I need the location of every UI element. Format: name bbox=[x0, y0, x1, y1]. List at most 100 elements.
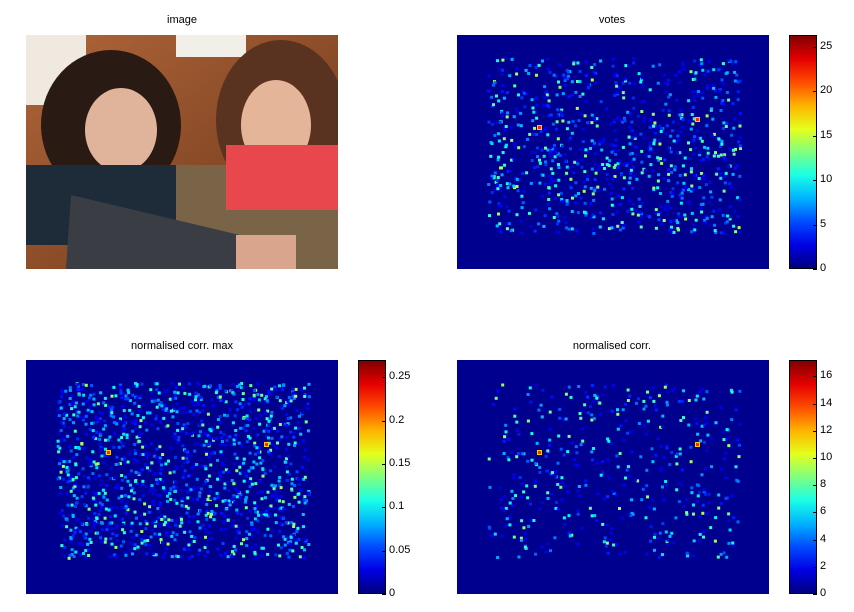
heatmap-cell bbox=[144, 520, 148, 523]
colorbar-tick-label: 10 bbox=[820, 173, 833, 185]
heatmap-cell bbox=[639, 132, 643, 136]
heatmap-cell bbox=[525, 484, 529, 488]
heatmap-cell bbox=[98, 437, 102, 441]
heatmap-cell bbox=[605, 156, 609, 160]
heatmap-cell bbox=[186, 490, 190, 494]
heatmap-cell bbox=[299, 432, 303, 436]
heatmap-cell bbox=[526, 419, 530, 423]
heatmap-cell bbox=[665, 444, 669, 448]
heatmap-cell bbox=[124, 506, 128, 510]
heatmap-cell bbox=[170, 555, 174, 559]
heatmap-cell bbox=[242, 538, 245, 542]
heatmap-cell bbox=[226, 518, 230, 522]
heatmap-cell bbox=[656, 537, 660, 540]
heatmap-cell bbox=[575, 106, 579, 110]
heatmap-cell bbox=[598, 140, 602, 144]
heatmap-cell bbox=[92, 491, 96, 495]
heatmap-cell bbox=[200, 419, 204, 423]
heatmap-cell bbox=[498, 222, 502, 226]
heatmap-cell bbox=[629, 171, 633, 175]
heatmap-cell bbox=[581, 427, 585, 431]
heatmap-cell bbox=[304, 420, 308, 424]
heatmap-cell bbox=[264, 401, 268, 404]
heatmap-cell bbox=[559, 110, 563, 114]
heatmap-cell bbox=[283, 537, 287, 541]
heatmap-cell bbox=[544, 126, 548, 130]
heatmap-cell bbox=[138, 409, 141, 413]
heatmap-cell bbox=[189, 488, 193, 492]
heatmap-cell bbox=[61, 514, 65, 518]
heatmap-cell bbox=[59, 470, 63, 474]
heatmap-cell bbox=[166, 499, 169, 503]
heatmap-cell bbox=[628, 152, 632, 156]
heatmap-cell bbox=[571, 196, 574, 200]
heatmap-cell bbox=[119, 544, 123, 548]
heatmap-cell bbox=[524, 68, 528, 72]
heatmap-cell bbox=[530, 98, 534, 102]
heatmap-cell bbox=[158, 532, 162, 536]
colorbar-tick-label: 14 bbox=[820, 397, 833, 409]
heatmap-cell bbox=[215, 386, 219, 390]
heatmap-cell bbox=[734, 147, 737, 151]
heatmap-cell bbox=[647, 155, 651, 158]
heatmap-cell bbox=[562, 417, 565, 421]
heatmap-cell bbox=[544, 146, 547, 150]
heatmap-cell bbox=[267, 423, 271, 427]
heatmap-cell bbox=[709, 526, 713, 530]
heatmap-cell bbox=[152, 502, 156, 506]
heatmap-cell bbox=[240, 470, 244, 474]
heatmap-cell bbox=[69, 449, 73, 453]
heatmap-cell bbox=[132, 384, 136, 388]
heatmap-cell bbox=[275, 395, 279, 399]
heatmap-cell bbox=[550, 493, 554, 497]
heatmap-cell bbox=[566, 70, 570, 74]
heatmap-cell bbox=[196, 520, 200, 524]
heatmap-cell bbox=[109, 515, 113, 519]
heatmap-cell bbox=[565, 77, 569, 81]
heatmap-cell bbox=[678, 481, 682, 485]
heatmap-cell bbox=[260, 511, 264, 514]
heatmap-cell bbox=[129, 548, 133, 552]
heatmap-cell bbox=[158, 522, 161, 526]
heatmap-cell bbox=[212, 518, 216, 522]
heatmap-cell bbox=[124, 502, 128, 506]
heatmap-cell bbox=[137, 439, 141, 443]
heatmap-cell bbox=[698, 153, 702, 157]
heatmap-cell bbox=[495, 94, 498, 98]
heatmap-cell bbox=[591, 227, 595, 231]
heatmap-cell bbox=[505, 91, 509, 95]
heatmap-cell bbox=[675, 488, 679, 492]
heatmap-cell bbox=[158, 502, 162, 506]
heatmap-cell bbox=[601, 522, 605, 526]
heatmap-cell bbox=[735, 478, 739, 482]
heatmap-cell bbox=[621, 91, 625, 95]
heatmap-cell bbox=[303, 393, 307, 397]
heatmap-cell bbox=[279, 522, 283, 526]
heatmap-cell bbox=[254, 543, 258, 547]
heatmap-cell bbox=[594, 119, 598, 122]
heatmap-cell bbox=[560, 498, 564, 502]
heatmap-cell bbox=[580, 526, 584, 530]
heatmap-cell bbox=[489, 534, 493, 538]
heatmap-cell bbox=[628, 81, 632, 85]
heatmap-cell bbox=[670, 231, 674, 235]
heatmap-cell bbox=[100, 454, 104, 458]
heatmap-cell bbox=[649, 123, 653, 127]
heatmap-cell bbox=[493, 188, 497, 192]
heatmap-cell bbox=[100, 505, 104, 509]
heatmap-cell bbox=[503, 163, 506, 167]
heatmap-cell bbox=[76, 414, 80, 418]
heatmap-cell bbox=[180, 521, 184, 525]
heatmap-cell bbox=[91, 429, 95, 433]
heatmap-cell bbox=[129, 469, 133, 473]
heatmap-cell bbox=[671, 389, 675, 393]
heatmap-cell bbox=[98, 443, 102, 447]
heatmap-cell bbox=[682, 68, 686, 72]
heatmap-cell bbox=[87, 541, 91, 545]
heatmap-cell bbox=[622, 176, 626, 180]
heatmap-cell bbox=[603, 385, 607, 389]
heatmap-peak bbox=[696, 118, 699, 121]
heatmap-cell bbox=[160, 514, 164, 518]
heatmap-cell bbox=[114, 526, 118, 530]
heatmap-cell bbox=[159, 472, 163, 476]
